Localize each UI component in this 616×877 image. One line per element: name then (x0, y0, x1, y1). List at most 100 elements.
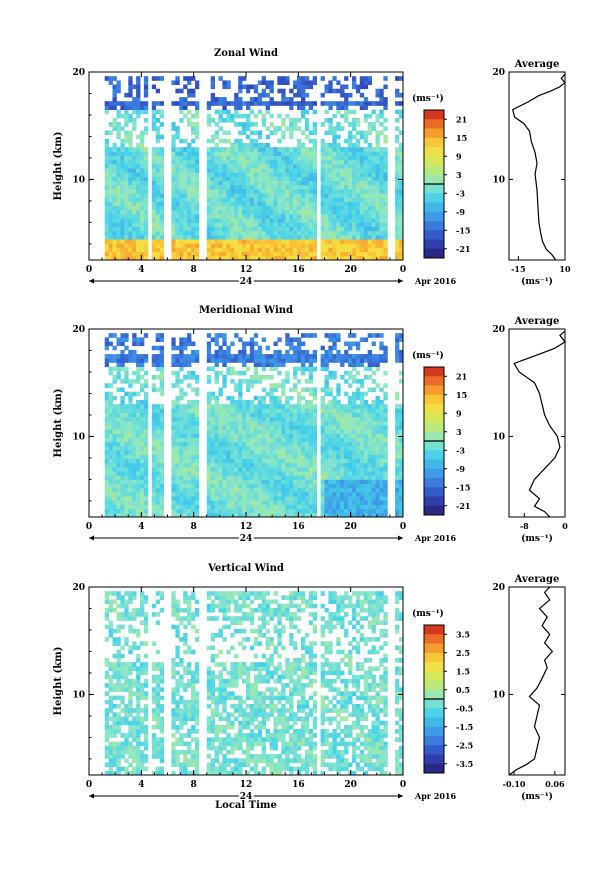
heatmap-cell (285, 101, 289, 106)
heatmap-cell (376, 164, 380, 169)
heatmap-cell (285, 97, 289, 102)
heatmap-cell (325, 235, 329, 240)
heatmap-cell (120, 454, 124, 459)
heatmap-cell (105, 160, 109, 165)
heatmap-cell (328, 400, 332, 405)
heatmap-cell (274, 438, 278, 443)
heatmap-cell (340, 484, 344, 489)
heatmap-cell (187, 505, 191, 510)
heatmap-cell (395, 446, 399, 451)
heatmap-cell (356, 122, 360, 127)
heatmap-cell (179, 354, 183, 359)
heatmap-cell (238, 227, 242, 232)
heatmap-cell (297, 172, 301, 177)
heatmap-cell (183, 496, 187, 501)
heatmap-cell (356, 346, 360, 351)
heatmap-cell (356, 354, 360, 359)
heatmap-cell (328, 227, 332, 232)
heatmap-cell (254, 248, 258, 253)
heatmap-cell (246, 467, 250, 472)
heatmap-cell (368, 172, 372, 177)
heatmap-cell (128, 160, 132, 165)
heatmap-cell (344, 168, 348, 173)
heatmap-cell (344, 214, 348, 219)
heatmap-cell (105, 488, 109, 493)
heatmap-cell (234, 222, 238, 227)
heatmap-cell (207, 484, 211, 489)
heatmap-cell (136, 509, 140, 514)
heatmap-cell (242, 189, 246, 194)
heatmap-cell (383, 488, 387, 493)
heatmap-cell (305, 231, 309, 236)
heatmap-cell (266, 105, 270, 110)
heatmap-cell (289, 160, 293, 165)
heatmap-cell (242, 421, 246, 426)
heatmap-cell (215, 97, 219, 102)
heatmap-cell (254, 454, 258, 459)
heatmap-cell (325, 433, 329, 438)
heatmap-cell (175, 417, 179, 422)
heatmap-cell (376, 172, 380, 177)
heatmap-cell (281, 509, 285, 514)
heatmap-cell (376, 231, 380, 236)
heatmap-cell (191, 193, 195, 198)
heatmap-cell (183, 404, 187, 409)
heatmap-cell (313, 197, 317, 202)
heatmap-cell (277, 509, 281, 514)
heatmap-cell (113, 206, 117, 211)
heatmap-cell (360, 206, 364, 211)
heatmap-cell (160, 459, 164, 464)
heatmap-cell (305, 118, 309, 123)
heatmap-cell (242, 362, 246, 367)
heatmap-cell (348, 181, 352, 186)
heatmap-cell (348, 505, 352, 510)
heatmap-cell (219, 172, 223, 177)
heatmap-cell (183, 202, 187, 207)
heatmap-cell (187, 358, 191, 363)
heatmap-cell (140, 408, 144, 413)
heatmap-cell (207, 346, 211, 351)
heatmap-cell (360, 421, 364, 426)
heatmap-cell (383, 197, 387, 202)
heatmap-cell (109, 383, 113, 388)
heatmap-cell (395, 459, 399, 464)
heatmap-cell (152, 189, 156, 194)
heatmap-cell (234, 110, 238, 115)
heatmap-cell (132, 471, 136, 476)
heatmap-cell (332, 492, 336, 497)
heatmap-cell (266, 143, 270, 148)
heatmap-cell (348, 479, 352, 484)
heatmap-cell (195, 185, 199, 190)
heatmap-cell (230, 463, 234, 468)
heatmap-cell (266, 235, 270, 240)
heatmap-cell (336, 143, 340, 148)
heatmap-cell (372, 463, 376, 468)
heatmap-cell (160, 425, 164, 430)
heatmap-cell (105, 475, 109, 480)
month-label: Apr 2016 (414, 276, 457, 286)
heatmap-cell (309, 248, 313, 253)
heatmap-cell (226, 114, 230, 119)
heatmap-cell (219, 421, 223, 426)
heatmap-cell (285, 218, 289, 223)
heatmap-cell (117, 85, 121, 90)
heatmap-cell (124, 438, 128, 443)
heatmap-cell (352, 362, 356, 367)
heatmap-cell (117, 492, 121, 497)
heatmap-cell (277, 442, 281, 447)
heatmap-cell (187, 354, 191, 359)
heatmap-cell (301, 404, 305, 409)
heatmap-cell (340, 463, 344, 468)
heatmap-cell (336, 388, 340, 393)
heatmap-cell (360, 93, 364, 98)
heatmap-cell (309, 176, 313, 181)
heatmap-cell (207, 243, 211, 248)
heatmap-cell (376, 438, 380, 443)
heatmap-cell (262, 252, 266, 257)
heatmap-cell (195, 239, 199, 244)
heatmap-cell (368, 388, 372, 393)
heatmap-cell (383, 354, 387, 359)
heatmap-cell (356, 388, 360, 393)
heatmap-cell (309, 413, 313, 418)
heatmap-cell (348, 176, 352, 181)
